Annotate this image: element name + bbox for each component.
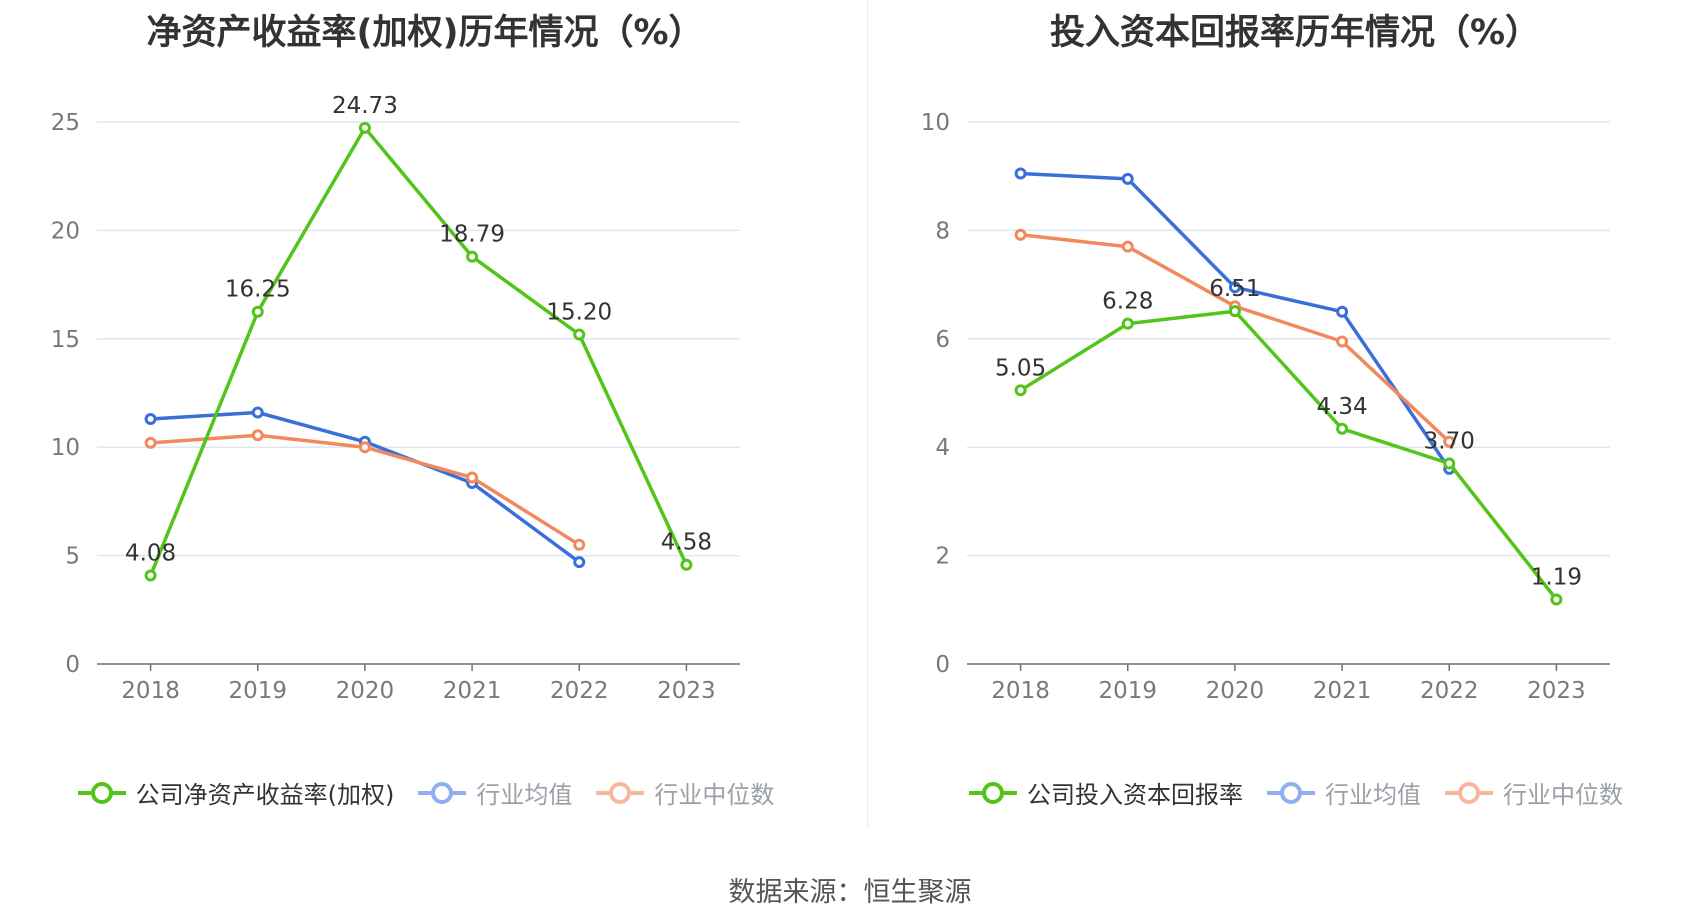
- roe-chart-plot: 0 5 10 15 20 25 2018 2019 2020 2021 2022 2023 4.08 16…: [51, 93, 740, 704]
- roic-chart-panel: 投入资本回报率历年情况（%） 0 2 4 6 8 10 2018 2019 2020 2021 20…: [870, 0, 1700, 830]
- y-tick-label: 2: [935, 544, 950, 570]
- x-tick-label: 2019: [1098, 678, 1157, 704]
- legend-label: 行业均值: [1325, 781, 1421, 809]
- y-tick-label: 15: [51, 327, 80, 353]
- data-point-company: [466, 250, 479, 263]
- legend-label: 行业中位数: [654, 781, 775, 809]
- data-label: 5.05: [995, 355, 1046, 381]
- legend-marker-blue-icon: [1267, 781, 1315, 804]
- data-point-company: [573, 328, 586, 341]
- x-tick-label: 2021: [1313, 678, 1372, 704]
- series-line-industry_avg: [150, 410, 581, 564]
- data-point-industry_avg: [1014, 167, 1027, 180]
- legend-label: 公司净资产收益率(加权): [135, 781, 395, 809]
- data-point-industry_median: [1014, 228, 1027, 241]
- data-label: 3.70: [1424, 428, 1475, 454]
- data-label: 18.79: [439, 222, 505, 248]
- y-tick-label: 0: [935, 652, 950, 678]
- x-tick-label: 2023: [1527, 678, 1586, 704]
- x-tick-label: 2020: [1206, 678, 1265, 704]
- series-line-industry_avg: [1020, 171, 1451, 470]
- series-line-company: [148, 126, 688, 577]
- data-label: 15.20: [546, 299, 612, 325]
- data-point-company: [1443, 457, 1456, 470]
- data-point-industry_avg: [144, 413, 157, 426]
- data-label: 4.08: [125, 541, 176, 567]
- y-tick-label: 20: [51, 218, 80, 244]
- data-point-industry_median: [1443, 435, 1456, 448]
- y-tick-label: 4: [935, 435, 950, 461]
- data-point-industry_avg: [251, 406, 264, 419]
- data-point-company: [144, 569, 157, 582]
- data-source-footer: 数据来源：恒生聚源: [728, 877, 972, 908]
- roe-chart-title: 净资产收益率(加权)历年情况（%）: [146, 13, 704, 53]
- data-point-industry_avg: [1336, 305, 1349, 318]
- data-label: 24.73: [332, 93, 398, 119]
- legend-marker-orange-icon: [596, 781, 645, 804]
- x-tick-label: 2020: [336, 678, 395, 704]
- y-tick-label: 5: [65, 544, 80, 570]
- x-tick-label: 2018: [121, 678, 180, 704]
- y-tick-label: 10: [51, 435, 80, 461]
- data-point-industry_median: [144, 436, 157, 449]
- legend-item-industry-avg[interactable]: 行业均值: [416, 775, 572, 810]
- legend-item-company-roe[interactable]: 公司净资产收益率(加权): [76, 775, 395, 810]
- data-point-company: [251, 305, 264, 318]
- legend-label: 行业中位数: [1503, 781, 1623, 809]
- data-point-industry_avg: [1228, 281, 1241, 294]
- roe-chart-legend: 公司净资产收益率(加权) 行业均值 行业中位数: [0, 775, 850, 810]
- panel-divider: [867, 0, 868, 828]
- legend-item-company-roic[interactable]: 公司投入资本回报率: [967, 775, 1243, 810]
- legend-marker-orange-icon: [1445, 781, 1493, 804]
- data-point-company: [1550, 593, 1563, 606]
- y-tick-label: 10: [921, 110, 950, 136]
- roic-chart-title: 投入资本回报率历年情况（%）: [1049, 13, 1541, 53]
- y-tick-label: 25: [51, 110, 80, 136]
- roic-chart-plot: 0 2 4 6 8 10 2018 2019 2020 2021 2022 2023 5.05 6.28 6…: [921, 110, 1610, 704]
- legend-item-industry-median[interactable]: 行业中位数: [1443, 775, 1623, 810]
- data-label: 4.34: [1316, 394, 1367, 420]
- data-label: 6.51: [1209, 276, 1260, 302]
- legend-marker-green-icon: [77, 781, 126, 804]
- data-point-company: [358, 121, 371, 134]
- y-tick-label: 8: [935, 218, 950, 244]
- legend-label: 行业均值: [476, 781, 573, 809]
- legend-item-industry-median[interactable]: 行业中位数: [594, 775, 774, 810]
- legend-item-industry-avg[interactable]: 行业均值: [1265, 775, 1421, 810]
- data-point-company: [680, 558, 693, 571]
- roic-chart-legend: 公司投入资本回报率 行业均值 行业中位数: [870, 775, 1700, 810]
- data-point-industry_avg: [1121, 172, 1134, 185]
- data-label: 16.25: [225, 277, 291, 303]
- y-tick-label: 0: [65, 652, 80, 678]
- x-tick-label: 2021: [443, 678, 502, 704]
- data-point-industry_median: [1121, 240, 1134, 253]
- legend-marker-green-icon: [969, 781, 1017, 804]
- data-point-industry_avg: [573, 556, 586, 569]
- x-tick-label: 2022: [1420, 678, 1479, 704]
- data-point-company: [1014, 384, 1027, 397]
- data-point-company: [1228, 305, 1241, 318]
- data-label: 1.19: [1531, 565, 1582, 591]
- data-label: 6.28: [1102, 289, 1153, 315]
- data-point-industry_median: [573, 538, 586, 551]
- series-line-company: [1019, 309, 1558, 601]
- data-label: 4.58: [661, 530, 712, 556]
- x-tick-label: 2022: [550, 678, 609, 704]
- roe-chart-panel: 净资产收益率(加权)历年情况（%） 0 5 10 15 20 25 2018 2019 2020…: [0, 0, 850, 830]
- legend-marker-blue-icon: [418, 781, 467, 804]
- data-point-industry_median: [1336, 335, 1349, 348]
- data-point-industry_median: [358, 441, 371, 454]
- data-point-company: [1336, 422, 1349, 435]
- x-tick-label: 2019: [228, 678, 287, 704]
- data-point-industry_median: [466, 471, 479, 484]
- data-point-company: [1121, 317, 1134, 330]
- legend-label: 公司投入资本回报率: [1027, 781, 1243, 809]
- data-point-industry_median: [251, 429, 264, 442]
- x-tick-label: 2023: [657, 678, 716, 704]
- x-tick-label: 2018: [991, 678, 1050, 704]
- y-tick-label: 6: [935, 327, 950, 353]
